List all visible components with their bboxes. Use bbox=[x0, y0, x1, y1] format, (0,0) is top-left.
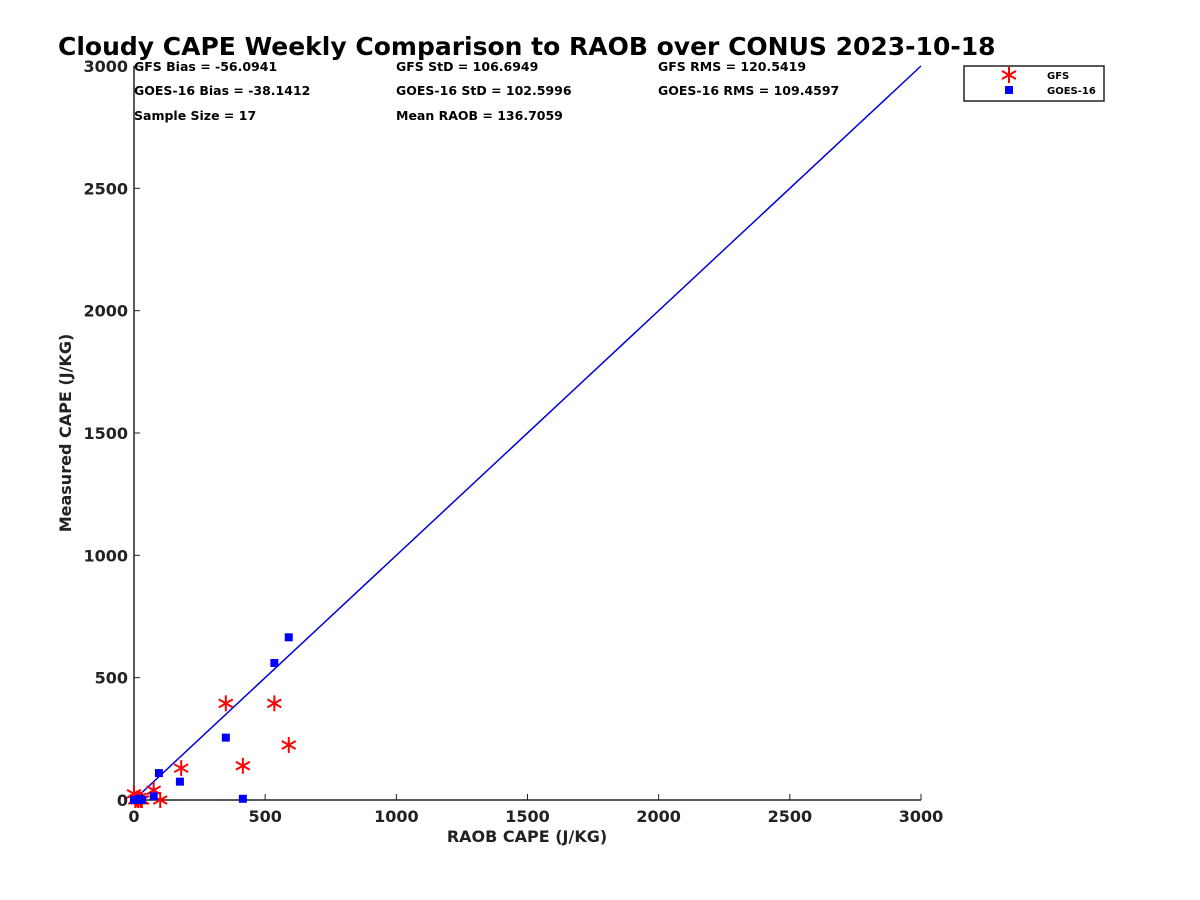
y-axis-label: Measured CAPE (J/KG) bbox=[56, 334, 75, 533]
stat-gfs-bias: GFS Bias = -56.0941 bbox=[134, 59, 277, 74]
goes-16-point bbox=[137, 796, 146, 804]
legend-goes-marker bbox=[1005, 86, 1013, 94]
gfs-point bbox=[173, 760, 189, 777]
stat-sample-size: Sample Size = 17 bbox=[134, 108, 256, 123]
goes-16-point bbox=[238, 794, 247, 803]
goes-16-point bbox=[221, 733, 230, 742]
goes-16-point bbox=[149, 792, 158, 801]
x-tick-label: 0 bbox=[128, 807, 139, 826]
stat-gfs-rms: GFS RMS = 120.5419 bbox=[658, 59, 806, 74]
x-tick-label: 1000 bbox=[374, 807, 419, 826]
y-tick-label: 1000 bbox=[83, 546, 128, 565]
stat-goes-bias: GOES-16 Bias = -38.1412 bbox=[134, 83, 310, 98]
legend-gfs-marker bbox=[1001, 67, 1017, 83]
stat-gfs-std: GFS StD = 106.6949 bbox=[396, 59, 538, 74]
legend-goes-label: GOES-16 bbox=[1047, 86, 1096, 97]
legend-gfs-label: GFS bbox=[1047, 71, 1069, 82]
stat-mean-raob: Mean RAOB = 136.7059 bbox=[396, 108, 563, 123]
goes-16-point bbox=[154, 769, 163, 778]
chart-title: Cloudy CAPE Weekly Comparison to RAOB ov… bbox=[58, 32, 996, 61]
x-axis-label: RAOB CAPE (J/KG) bbox=[447, 827, 607, 846]
gfs-point bbox=[266, 695, 282, 712]
y-tick-label: 2000 bbox=[83, 302, 128, 321]
y-tick-label: 0 bbox=[117, 791, 128, 810]
x-tick-label: 500 bbox=[248, 807, 281, 826]
axis-ticks: 0 500 1000 1500 2000 2500 3000 0 500 1000 1500 2000… bbox=[83, 57, 943, 826]
legend-gfs-asterisk bbox=[1001, 67, 1017, 83]
goes-16-point bbox=[175, 777, 184, 786]
x-tick-label: 2500 bbox=[768, 807, 813, 826]
legend: GFS GOES-16 bbox=[963, 65, 1105, 102]
gfs-point bbox=[218, 695, 234, 712]
goes-16-point bbox=[270, 658, 279, 667]
x-tick-label: 2000 bbox=[636, 807, 681, 826]
y-tick-label: 500 bbox=[95, 669, 128, 688]
legend-box bbox=[963, 65, 1105, 102]
goes-16-point bbox=[284, 633, 293, 642]
stat-goes-std: GOES-16 StD = 102.5996 bbox=[396, 83, 572, 98]
y-tick-label: 3000 bbox=[83, 57, 128, 76]
x-tick-label: 3000 bbox=[899, 807, 944, 826]
gfs-point bbox=[235, 757, 251, 774]
one-to-one-line bbox=[133, 65, 922, 801]
x-tick-label: 1500 bbox=[505, 807, 550, 826]
stat-goes-rms: GOES-16 RMS = 109.4597 bbox=[658, 83, 839, 98]
y-tick-label: 1500 bbox=[83, 424, 128, 443]
data-points bbox=[126, 633, 297, 808]
y-tick-label: 2500 bbox=[83, 179, 128, 198]
gfs-point bbox=[281, 736, 297, 753]
